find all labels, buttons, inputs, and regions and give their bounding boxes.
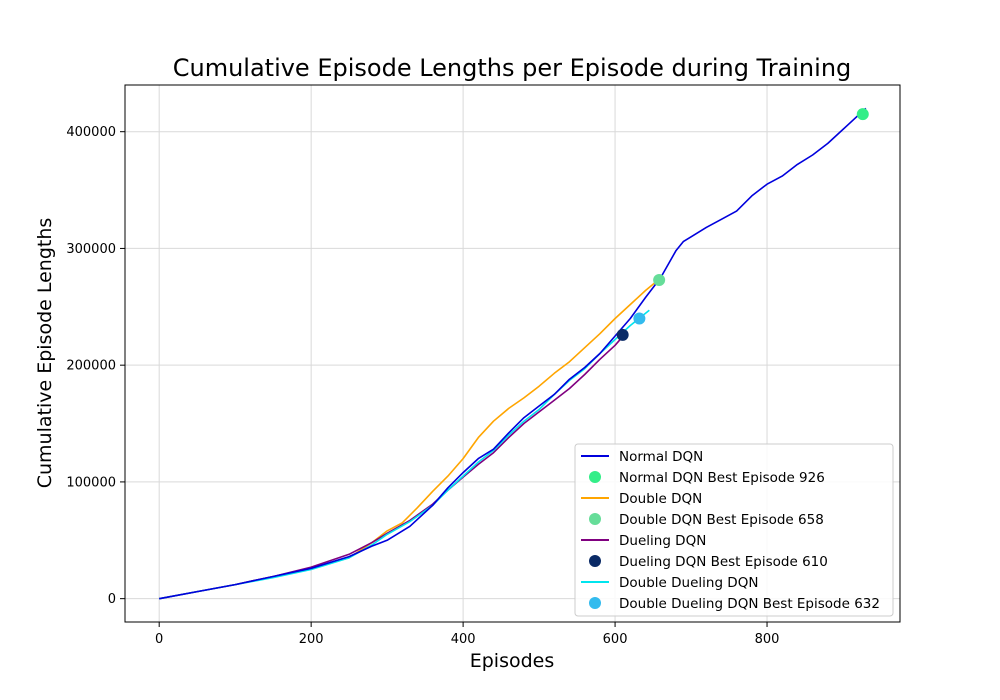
legend-label: Double DQN Best Episode 658 <box>619 512 824 528</box>
y-tick-label: 400000 <box>66 125 116 140</box>
legend-marker-swatch <box>589 513 601 525</box>
y-tick-label: 0 <box>108 592 116 607</box>
legend: Normal DQN Normal DQN Best Episode 926 Dou… <box>574 443 894 617</box>
legend-marker-swatch <box>589 471 601 483</box>
legend-marker-swatch <box>589 555 601 567</box>
x-tick-label: 800 <box>755 632 780 647</box>
grid <box>125 85 900 622</box>
legend-label: Normal DQN Best Episode 926 <box>619 470 825 486</box>
legend-label: Normal DQN <box>619 449 703 465</box>
y-tick-label: 200000 <box>66 359 116 374</box>
x-tick-label: 400 <box>451 632 476 647</box>
x-tick-label: 200 <box>299 632 324 647</box>
best-episode-marker <box>856 108 869 121</box>
series-line-dueling-dqn <box>159 334 625 600</box>
legend-label: Double DQN <box>619 491 702 507</box>
x-tick-label: 600 <box>603 632 628 647</box>
x-tick-label: 0 <box>155 632 163 647</box>
x-axis-label: Episodes <box>470 650 555 672</box>
legend-label: Double Dueling DQN Best Episode 632 <box>619 596 880 612</box>
legend-label: Double Dueling DQN <box>619 575 758 591</box>
y-tick-label: 100000 <box>66 475 116 490</box>
best-episode-marker <box>616 328 629 341</box>
plot-area <box>159 107 869 600</box>
legend-label: Dueling DQN <box>619 533 706 549</box>
y-tick-label: 300000 <box>66 242 116 257</box>
plot-frame <box>124 84 901 623</box>
legend-marker-swatch <box>589 597 601 609</box>
legend-box <box>574 443 894 617</box>
y-axis-label: Cumulative Episode Lengths <box>34 218 56 489</box>
chart-title: Cumulative Episode Lengths per Episode d… <box>173 54 852 82</box>
series-line-normal-dqn <box>159 107 867 600</box>
best-episode-marker <box>633 312 646 325</box>
best-episode-marker <box>653 273 666 286</box>
legend-label: Dueling DQN Best Episode 610 <box>619 554 828 570</box>
axis-ticks: 0 200 400 600 800 0 100000 200000 300000 400000 <box>66 125 779 647</box>
